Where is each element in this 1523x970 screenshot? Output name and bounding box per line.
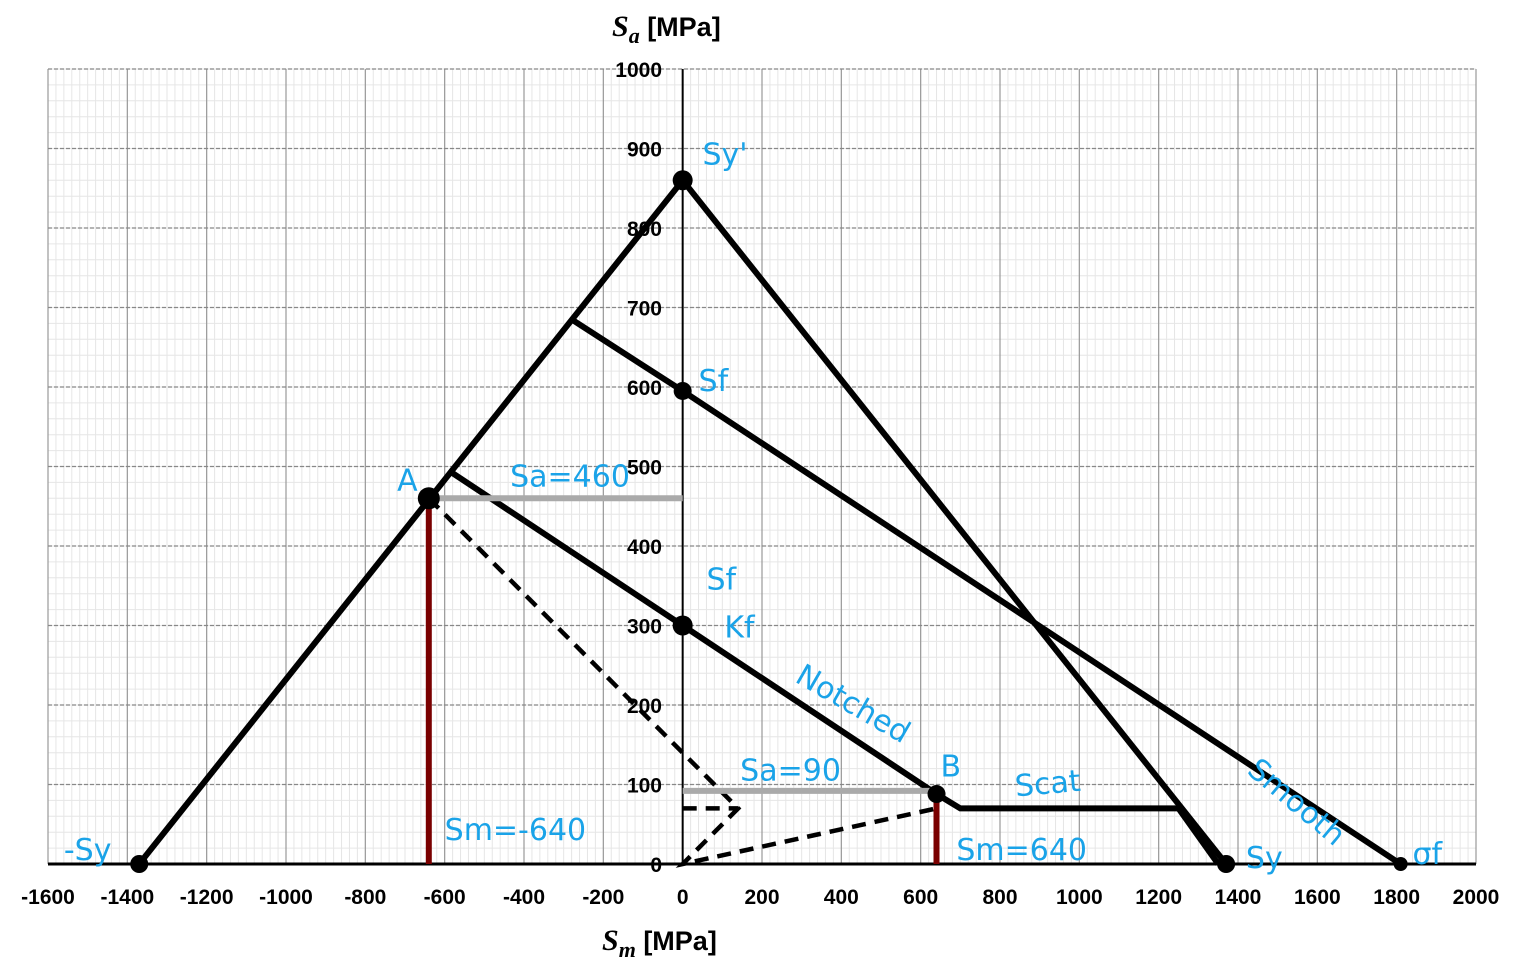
x-tick-label: 600 bbox=[903, 886, 938, 909]
axes bbox=[48, 69, 1476, 866]
y-tick-label: 700 bbox=[627, 298, 662, 321]
x-tick-label: -1400 bbox=[100, 886, 154, 909]
series-line bbox=[427, 496, 937, 868]
data-point bbox=[130, 855, 149, 873]
data-point bbox=[927, 785, 946, 804]
data-points bbox=[130, 170, 1408, 873]
data-point bbox=[1393, 857, 1408, 871]
annotation-label: Smooth bbox=[1241, 752, 1352, 853]
annotation-label: σf bbox=[1413, 837, 1444, 872]
y-tick-label: 1000 bbox=[615, 59, 662, 82]
y-tick-label: 400 bbox=[627, 536, 662, 559]
x-tick-label: -400 bbox=[503, 886, 545, 909]
annotation-label: Sy bbox=[1246, 841, 1283, 876]
annotation-label: Scat bbox=[1014, 764, 1083, 805]
x-tick-label: 1600 bbox=[1294, 886, 1341, 909]
x-tick-label: 1000 bbox=[1056, 886, 1103, 909]
annotation-label: Sa=460 bbox=[510, 459, 630, 494]
x-tick-label: -1200 bbox=[180, 886, 234, 909]
x-axis-unit: [MPa] bbox=[636, 926, 717, 956]
y-tick-label: 600 bbox=[627, 377, 662, 400]
x-tick-labels: -1600 -1400 -1200 -1000 -800 -600 -400 -200 0 200… bbox=[21, 886, 1499, 909]
annotation-label: Sm=640 bbox=[956, 833, 1087, 868]
x-tick-label: -1600 bbox=[21, 886, 75, 909]
y-axis-symbol: S bbox=[612, 10, 629, 43]
annotation-label: Sm=-640 bbox=[445, 813, 586, 848]
annotation-label: B bbox=[941, 750, 962, 785]
y-tick-label: 0 bbox=[650, 854, 662, 877]
annotation-label: Sf bbox=[699, 364, 730, 399]
x-axis-title: Sm [MPa] bbox=[602, 924, 717, 962]
annotation-label: Kf bbox=[724, 610, 756, 645]
y-tick-label: 500 bbox=[627, 457, 662, 480]
y-axis-subscript: a bbox=[629, 23, 640, 48]
x-tick-label: 200 bbox=[744, 886, 779, 909]
x-tick-label: 2000 bbox=[1453, 886, 1500, 909]
y-tick-label: 100 bbox=[627, 775, 662, 798]
data-point bbox=[672, 170, 693, 191]
x-tick-label: 1400 bbox=[1215, 886, 1262, 909]
y-tick-label: 900 bbox=[627, 139, 662, 162]
x-tick-label: -200 bbox=[582, 886, 624, 909]
x-tick-label: 800 bbox=[982, 886, 1017, 909]
x-tick-label: 400 bbox=[824, 886, 859, 909]
series-line bbox=[446, 467, 1221, 866]
annotation-label: Sy' bbox=[703, 137, 748, 172]
data-point bbox=[1217, 855, 1236, 873]
x-axis-symbol: S bbox=[602, 924, 619, 957]
annotation-label: -Sy bbox=[64, 833, 112, 868]
x-tick-label: 1800 bbox=[1373, 886, 1420, 909]
annotation-label: Sa=90 bbox=[740, 754, 841, 789]
data-point bbox=[672, 615, 693, 636]
y-tick-labels: 0 100 200 300 400 500 600 700 800 900 1000 bbox=[615, 59, 662, 877]
y-axis-title: Sa [MPa] bbox=[612, 10, 721, 48]
annotation-label: Sf bbox=[706, 563, 737, 598]
x-tick-label: 1200 bbox=[1135, 886, 1182, 909]
x-tick-label: 0 bbox=[677, 886, 689, 909]
data-point bbox=[673, 381, 692, 400]
x-axis-subscript: m bbox=[619, 937, 636, 962]
data-point bbox=[417, 487, 440, 510]
y-tick-label: 200 bbox=[627, 695, 662, 718]
x-tick-label: -1000 bbox=[259, 886, 313, 909]
y-tick-label: 800 bbox=[627, 218, 662, 241]
x-tick-label: -600 bbox=[424, 886, 466, 909]
annotation-label: A bbox=[397, 463, 418, 498]
y-tick-label: 300 bbox=[627, 616, 662, 639]
x-tick-label: -800 bbox=[344, 886, 386, 909]
y-axis-unit: [MPa] bbox=[640, 12, 721, 42]
